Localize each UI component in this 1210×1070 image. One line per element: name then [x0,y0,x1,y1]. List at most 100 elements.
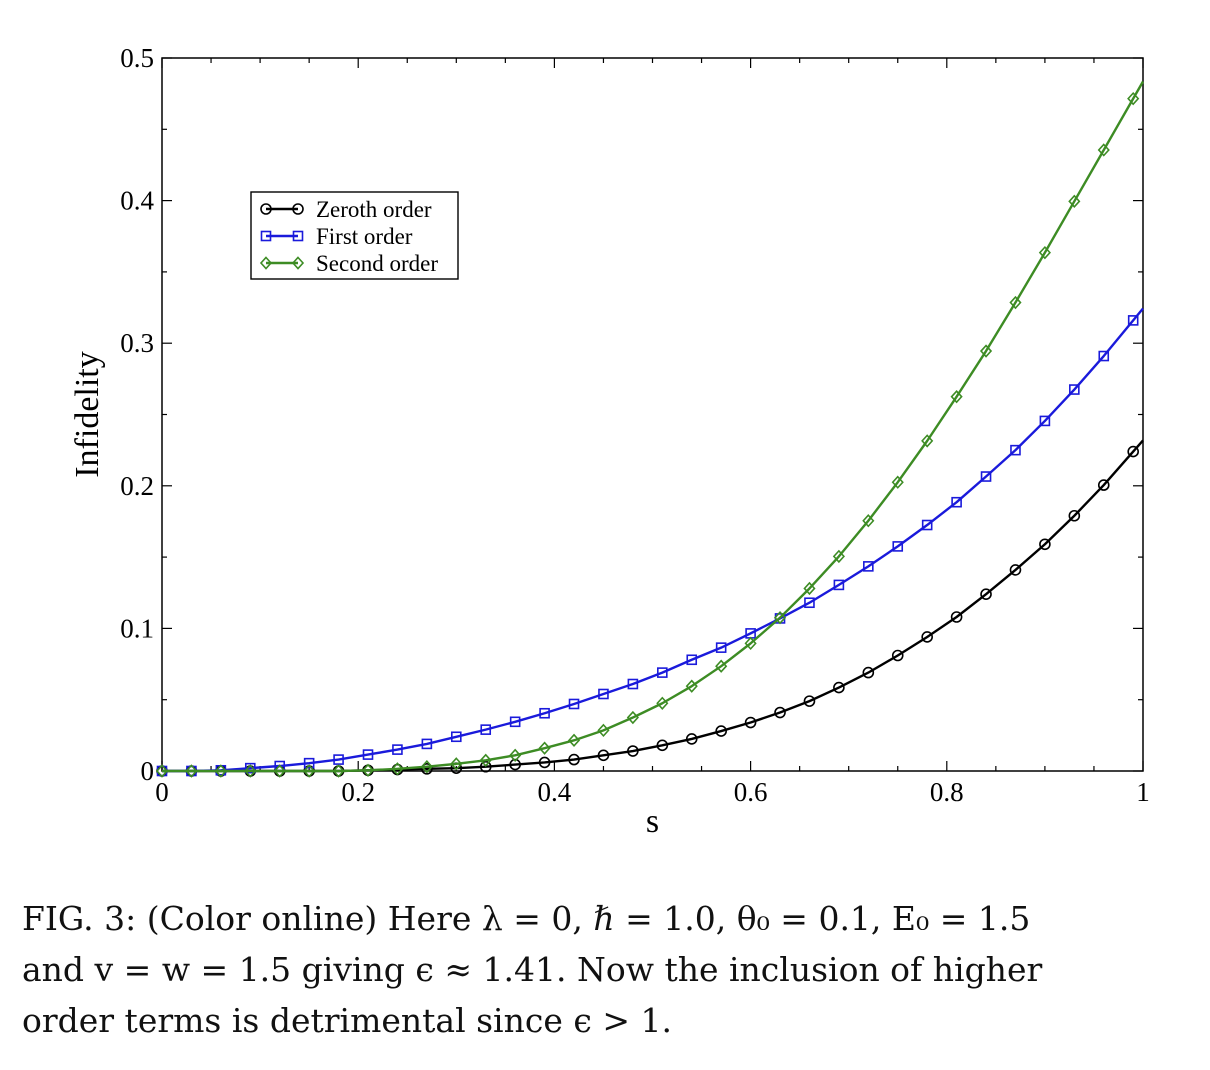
data-point [862,666,875,679]
data-point [259,256,273,270]
data-point [803,581,816,596]
data-point [980,471,992,482]
y-tick-label: 0.3 [120,328,154,358]
data-point [833,681,845,694]
data-point [863,561,874,572]
data-point [1069,384,1080,395]
data-point [1127,445,1139,458]
data-point [539,707,550,719]
data-point [891,649,904,662]
infidelity-chart: 0 0.2 0.4 0.6 0.8 1 0 0.1 0.2 0.3 0.4 0.5 s Infidelit… [69,43,1150,840]
data-point [292,203,304,215]
legend-label: First order [316,224,413,249]
plot-frame [161,57,1144,772]
data-point [260,230,272,242]
data-point [568,753,580,766]
data-point [715,725,727,737]
series-line [162,439,1144,773]
data-point [244,764,257,778]
series-zeroth-order [156,439,1144,777]
caption-line-1: FIG. 3: (Color online) Here λ = 0, ℏ = 1… [22,899,1031,938]
data-point [332,764,345,778]
data-point [1068,194,1081,209]
data-point [950,611,963,623]
data-point [656,739,669,752]
data-point [1009,564,1022,576]
x-tick-label: 0.6 [734,777,768,807]
figure: 0 0.2 0.4 0.6 0.8 1 0 0.1 0.2 0.3 0.4 0.5 s Infidelit… [69,43,1150,840]
figure-caption: FIG. 3: (Color online) Here λ = 0, ℏ = 1… [22,893,1202,1046]
data-point [627,745,639,757]
data-point [479,753,492,767]
data-point [950,389,963,404]
data-point [921,519,933,531]
caption-line-2: and v = w = 1.5 giving ϵ ≈ 1.41. Now the… [22,950,1043,989]
data-point [1039,538,1051,551]
data-point [450,757,463,771]
data-point [715,642,727,653]
data-point [450,731,462,743]
x-tick-label: 0.8 [930,777,964,807]
data-point [292,230,304,242]
data-point [803,695,816,707]
data-point [598,688,609,700]
data-point [891,475,904,489]
data-point [979,344,993,358]
data-point [421,738,433,750]
data-point [1127,91,1140,106]
data-point [773,611,787,625]
data-point [804,597,815,609]
data-point [626,710,639,725]
data-point [833,579,845,591]
data-point [744,716,757,729]
data-point [291,256,305,270]
data-point [538,756,551,769]
data-point [1068,509,1081,522]
data-point [1038,245,1051,260]
data-point [509,758,521,771]
data-point [361,763,375,777]
data-point [685,679,698,693]
data-point [1098,350,1110,362]
data-point [480,724,492,735]
data-point [392,744,403,755]
series-line [162,80,1145,773]
data-point [260,203,272,215]
data-point [1039,415,1051,427]
series-first-order [156,307,1144,777]
data-point [1097,479,1110,491]
data-point [597,723,610,738]
data-point [155,764,169,778]
data-point [1010,444,1021,456]
data-point [951,496,962,508]
y-tick-label: 0.2 [120,471,154,501]
y-tick-label: 0.5 [120,43,154,73]
data-point [244,762,256,774]
data-point [303,764,316,778]
data-point [774,706,786,719]
x-tick-label: 1 [1136,777,1150,807]
data-point [420,760,433,774]
data-point [715,659,728,673]
data-point [921,631,933,643]
x-tick-label: 0 [155,777,169,807]
data-point [892,541,904,552]
series-line [162,307,1144,773]
data-point [362,749,374,760]
data-point [391,762,404,776]
data-point [479,760,492,773]
data-point [744,636,757,651]
data-point [509,748,522,763]
data-point [214,764,227,778]
x-axis-label: s [646,803,659,840]
data-point [980,588,992,600]
data-point [185,764,198,778]
y-tick-label: 0.1 [120,613,154,643]
data-point [685,733,698,745]
data-point [686,654,698,666]
data-point [1127,315,1139,326]
data-point [538,741,551,755]
caption-line-3: order terms is detrimental since ϵ > 1. [22,1001,672,1040]
legend-label: Second order [316,251,438,276]
